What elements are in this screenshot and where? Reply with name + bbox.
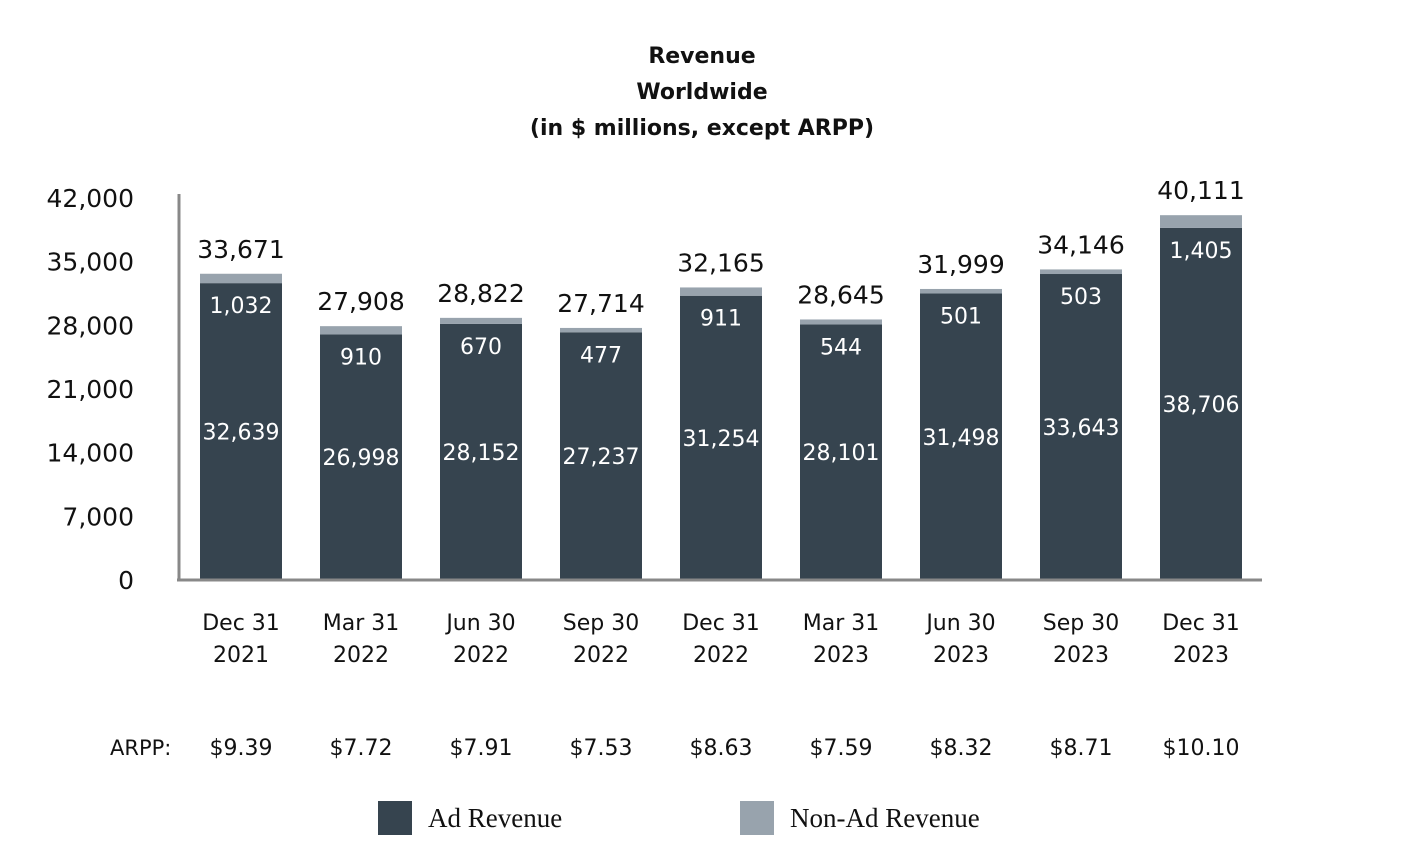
x-tick-label-year: 2023 [813,643,869,668]
arpp-value: $7.59 [810,736,873,761]
x-tick-label: Jun 30 [444,611,515,636]
x-tick-label: Mar 31 [323,611,400,636]
bar-ad-revenue [1040,274,1122,580]
x-tick-label-year: 2023 [933,643,989,668]
non-ad-value-label: 544 [820,335,862,360]
plot-area: 0 7,000 14,000 21,000 28,000 35,000 42,000 33,6… [47,176,1262,761]
x-tick-label-year: 2021 [213,643,269,668]
x-tick-label: Sep 30 [1043,611,1119,636]
total-label: 27,714 [557,289,644,318]
arpp-value: $10.10 [1163,736,1240,761]
bar-ad-revenue [800,324,882,580]
ad-value-label: 26,998 [323,446,400,471]
x-tick-label-year: 2023 [1053,643,1109,668]
ad-value-label: 28,152 [443,441,520,466]
legend-item-non-ad-revenue: Non-Ad Revenue [740,798,980,838]
ad-value-label: 31,254 [683,427,760,452]
x-tick-label-year: 2023 [1173,643,1229,668]
chart-title-line-2: Worldwide [636,80,768,105]
ad-value-label: 31,498 [923,426,1000,451]
x-tick-label-year: 2022 [693,643,749,668]
ad-value-label: 33,643 [1043,416,1120,441]
total-label: 31,999 [917,250,1004,279]
legend-label-non-ad-revenue: Non-Ad Revenue [790,802,980,833]
bar-non-ad-revenue [320,326,402,335]
total-label: 28,645 [797,280,884,309]
x-tick-label-year: 2022 [333,643,389,668]
x-tick-label: Mar 31 [803,611,880,636]
arpp-value: $8.32 [930,736,993,761]
y-tick-label: 42,000 [47,184,134,213]
non-ad-value-label: 1,032 [210,294,273,319]
bar-non-ad-revenue [680,287,762,296]
y-tick-label: 14,000 [47,439,134,468]
bar-ad-revenue [1160,227,1242,580]
bar-ad-revenue [920,293,1002,580]
non-ad-value-label: 910 [340,345,382,370]
y-tick-label: 0 [118,566,134,595]
bar-non-ad-revenue [440,317,522,324]
legend-swatch-non-ad-revenue [740,801,774,835]
legend-swatch-ad-revenue [378,801,412,835]
x-tick-label: Jun 30 [924,611,995,636]
total-label: 33,671 [197,235,284,264]
bar-non-ad-revenue [800,319,882,325]
non-ad-value-label: 1,405 [1170,239,1233,264]
y-tick-label: 7,000 [62,502,134,531]
bar-non-ad-revenue [560,327,642,333]
chart-title-line-1: Revenue [648,44,756,69]
x-tick-label: Dec 31 [202,611,280,636]
bar-ad-revenue [440,323,522,580]
bar-ad-revenue [200,283,282,580]
non-ad-value-label: 501 [940,305,982,330]
x-tick-label-year: 2022 [573,643,629,668]
x-tick-label: Sep 30 [563,611,639,636]
arpp-value: $7.91 [450,736,513,761]
bar-ad-revenue [320,334,402,580]
x-tick-label: Dec 31 [1162,611,1240,636]
non-ad-value-label: 911 [700,307,742,332]
non-ad-value-label: 477 [580,343,622,368]
ad-value-label: 27,237 [563,445,640,470]
legend-label-ad-revenue: Ad Revenue [428,802,563,833]
bar-ad-revenue [560,332,642,580]
ad-value-label: 32,639 [203,421,280,446]
total-label: 32,165 [677,248,764,277]
y-tick-label: 35,000 [47,248,134,277]
arpp-value: $7.72 [330,736,393,761]
total-label: 28,822 [437,279,524,308]
y-tick-label: 28,000 [47,311,134,340]
total-label: 34,146 [1037,230,1124,259]
bar-ad-revenue [680,295,762,580]
y-tick-label: 21,000 [47,375,134,404]
arpp-value: $7.53 [570,736,633,761]
bar-non-ad-revenue [920,288,1002,294]
arpp-value: $9.39 [210,736,273,761]
non-ad-value-label: 670 [460,335,502,360]
arpp-label: ARPP: [110,736,171,760]
x-tick-label: Dec 31 [682,611,760,636]
chart-title-line-3: (in $ millions, except ARPP) [529,116,875,141]
arpp-value: $8.71 [1050,736,1113,761]
legend-item-ad-revenue: Ad Revenue [378,798,562,838]
bar-non-ad-revenue [1040,269,1122,275]
arpp-value: $8.63 [690,736,753,761]
bar-non-ad-revenue [200,273,282,284]
ad-value-label: 38,706 [1163,393,1240,418]
bar-non-ad-revenue [1160,215,1242,228]
total-label: 27,908 [317,287,404,316]
ad-value-label: 28,101 [803,441,880,466]
total-label: 40,111 [1157,176,1244,205]
x-tick-label-year: 2022 [453,643,509,668]
non-ad-value-label: 503 [1060,285,1102,310]
